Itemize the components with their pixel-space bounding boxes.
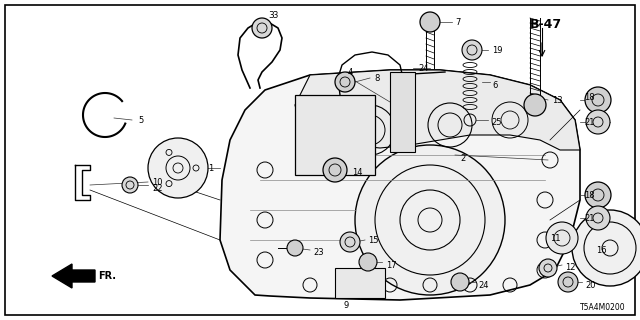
Text: 11: 11 xyxy=(550,234,561,243)
Text: 20: 20 xyxy=(585,281,595,290)
Text: 25: 25 xyxy=(491,117,502,126)
Circle shape xyxy=(451,273,469,291)
Bar xyxy=(390,72,415,152)
Text: 17: 17 xyxy=(386,260,397,269)
Text: 6: 6 xyxy=(492,81,497,90)
Text: 3: 3 xyxy=(268,11,274,20)
Circle shape xyxy=(546,222,578,254)
Circle shape xyxy=(340,232,360,252)
Text: 24: 24 xyxy=(478,281,488,290)
Text: 4: 4 xyxy=(348,68,353,76)
Circle shape xyxy=(586,110,610,134)
Text: 10: 10 xyxy=(152,178,163,187)
Circle shape xyxy=(287,240,303,256)
Bar xyxy=(295,95,375,175)
Text: B-47: B-47 xyxy=(530,18,562,31)
Text: 14: 14 xyxy=(352,167,362,177)
Text: 19: 19 xyxy=(492,45,502,54)
Circle shape xyxy=(585,87,611,113)
Text: 13: 13 xyxy=(552,95,563,105)
Text: 15: 15 xyxy=(368,236,378,244)
Circle shape xyxy=(355,145,505,295)
Text: 22: 22 xyxy=(152,183,163,193)
Text: 21: 21 xyxy=(584,117,595,126)
Text: 16: 16 xyxy=(596,245,607,254)
Text: 18: 18 xyxy=(584,190,595,199)
Circle shape xyxy=(462,40,482,60)
Circle shape xyxy=(572,210,640,286)
Polygon shape xyxy=(52,264,95,288)
Circle shape xyxy=(252,18,272,38)
Text: 8: 8 xyxy=(374,74,380,83)
Text: 21: 21 xyxy=(584,213,595,222)
Text: 1: 1 xyxy=(208,164,213,172)
Text: 24: 24 xyxy=(418,63,429,73)
Text: 5: 5 xyxy=(138,116,143,124)
Circle shape xyxy=(335,72,355,92)
Text: T5A4M0200: T5A4M0200 xyxy=(580,303,626,313)
Text: 7: 7 xyxy=(455,18,460,27)
Circle shape xyxy=(558,272,578,292)
Circle shape xyxy=(524,94,546,116)
Text: 23: 23 xyxy=(313,247,324,257)
Bar xyxy=(335,268,385,298)
Circle shape xyxy=(122,177,138,193)
Text: 18: 18 xyxy=(584,92,595,101)
Circle shape xyxy=(420,12,440,32)
Circle shape xyxy=(539,259,557,277)
Text: 12: 12 xyxy=(565,263,575,273)
Text: 2: 2 xyxy=(460,154,465,163)
Circle shape xyxy=(585,182,611,208)
Polygon shape xyxy=(295,70,580,150)
Polygon shape xyxy=(220,70,580,300)
Circle shape xyxy=(359,253,377,271)
Circle shape xyxy=(323,158,347,182)
Text: 3: 3 xyxy=(272,11,277,20)
Circle shape xyxy=(586,206,610,230)
Text: FR.: FR. xyxy=(98,271,116,281)
Circle shape xyxy=(148,138,208,198)
Text: 9: 9 xyxy=(344,300,349,309)
